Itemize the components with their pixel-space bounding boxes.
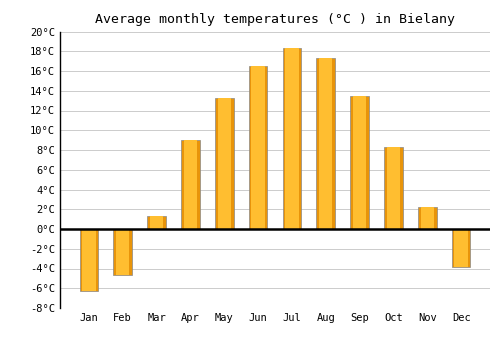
Bar [387, 147, 400, 229]
Bar [454, 229, 468, 267]
Bar [319, 58, 332, 229]
Bar [353, 96, 366, 229]
Bar [147, 216, 166, 229]
Bar [249, 66, 268, 229]
Bar [252, 66, 265, 229]
Bar [114, 229, 132, 275]
Bar [184, 140, 197, 229]
Bar [150, 216, 163, 229]
Bar [80, 229, 98, 291]
Bar [384, 147, 403, 229]
Bar [116, 229, 130, 275]
Bar [418, 207, 436, 229]
Bar [350, 96, 369, 229]
Bar [420, 207, 434, 229]
Bar [285, 48, 298, 229]
Bar [218, 98, 231, 229]
Bar [181, 140, 200, 229]
Bar [282, 48, 301, 229]
Bar [82, 229, 96, 291]
Bar [316, 58, 335, 229]
Title: Average monthly temperatures (°C ) in Bielany: Average monthly temperatures (°C ) in Bi… [95, 13, 455, 26]
Bar [215, 98, 234, 229]
Bar [452, 229, 470, 267]
